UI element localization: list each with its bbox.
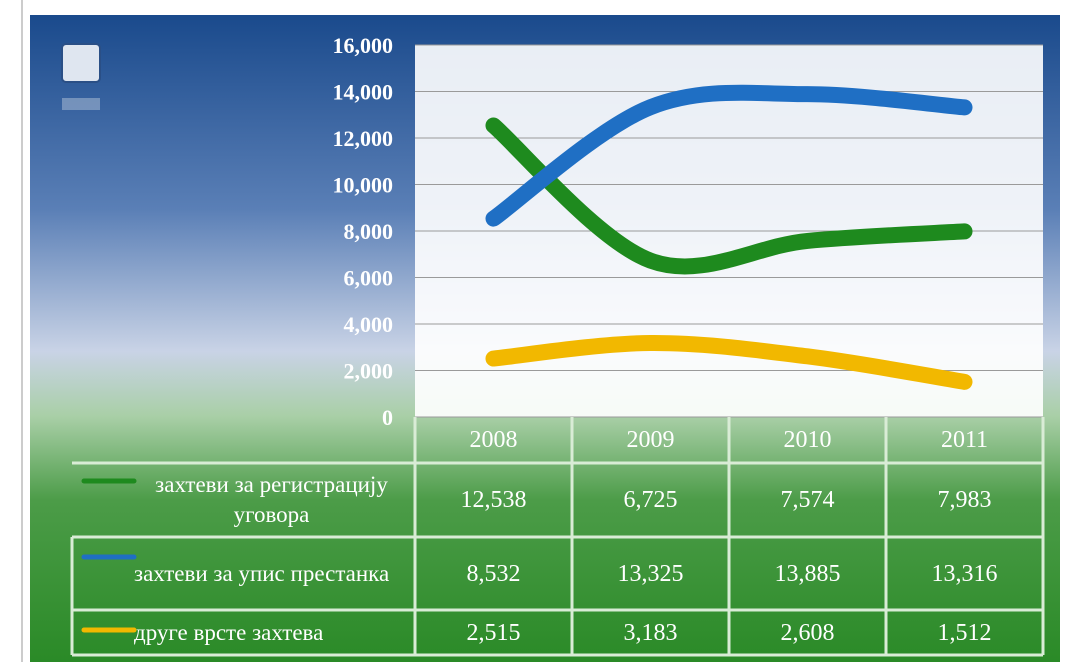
data-label: 7,983: [937, 487, 992, 513]
data-label: 8,532: [466, 560, 521, 587]
y-tick-label: 16,000: [333, 33, 394, 58]
y-tick-label: 14,000: [333, 80, 394, 105]
data-label: 2,608: [780, 619, 835, 646]
x-tick-label: 2009: [626, 427, 675, 453]
y-tick-label: 12,000: [333, 126, 394, 151]
series-line: [485, 84, 973, 227]
series-line: [485, 334, 973, 390]
legend-label: друге врсте захтева: [134, 619, 324, 645]
y-tick-label: 10,000: [333, 173, 394, 198]
x-tick-label: 2011: [940, 427, 989, 453]
data-label: 13,325: [617, 560, 684, 587]
data-label: 3,183: [623, 619, 678, 646]
y-tick-label: 0: [382, 405, 393, 430]
legend-label: захтеви за регистрацију уговора: [155, 472, 388, 527]
y-tick-label: 8,000: [344, 219, 394, 244]
logo-reflection: [62, 98, 100, 110]
legend-label: захтеви за упис престанка: [134, 560, 390, 586]
data-label: 1,512: [937, 619, 992, 646]
data-label: 7,574: [780, 487, 835, 513]
logo: [61, 43, 101, 83]
data-label: 13,316: [931, 560, 998, 587]
data-label: 6,725: [623, 487, 678, 513]
data-label: 13,885: [774, 560, 841, 587]
y-tick-label: 4,000: [344, 312, 394, 337]
data-label: 12,538: [460, 487, 527, 513]
x-tick-label: 2008: [469, 427, 518, 453]
x-tick-label: 2010: [783, 427, 832, 453]
y-tick-label: 6,000: [344, 266, 394, 291]
data-label: 2,515: [466, 619, 521, 646]
series-line: [485, 117, 973, 275]
y-tick-label: 2,000: [344, 359, 394, 384]
